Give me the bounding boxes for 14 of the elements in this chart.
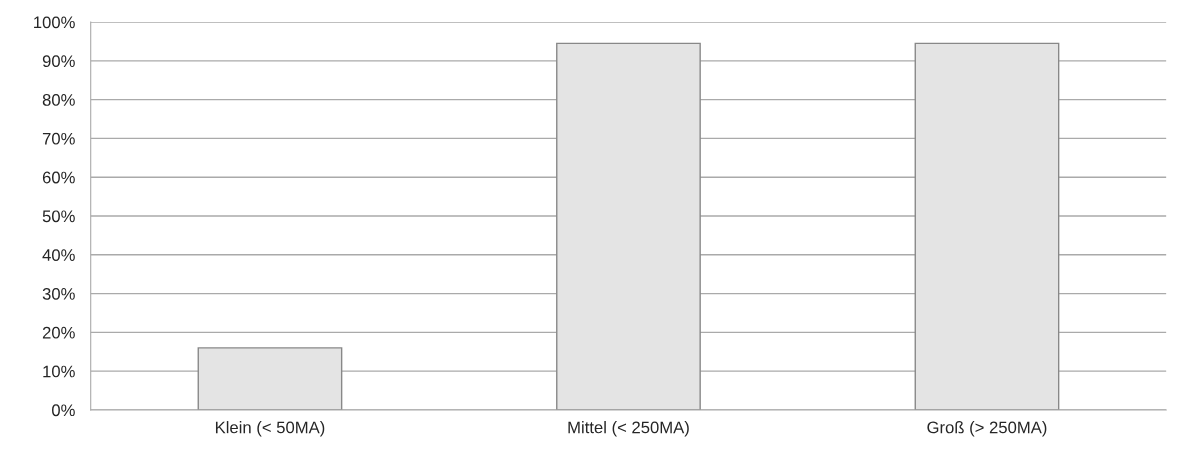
y-tick-label: 70% <box>42 132 75 145</box>
x-tick-label: Mittel (< 250MA) <box>568 421 689 437</box>
y-tick-label: 100% <box>34 16 75 29</box>
y-tick-label: 20% <box>42 326 75 339</box>
y-tick-label: 30% <box>42 287 75 300</box>
y-tick-label: 50% <box>42 210 75 223</box>
y-tick-label: 80% <box>42 94 75 106</box>
y-tick-label: 40% <box>42 249 75 261</box>
x-tick-label: Groß (> 250MA) <box>927 421 1047 437</box>
y-tick-label: 10% <box>43 365 75 378</box>
y-tick-label: 90% <box>42 55 75 68</box>
x-tick-label: Klein (< 50MA) <box>215 421 325 437</box>
y-tick-label: 60% <box>42 171 75 184</box>
y-tick-label: 0% <box>51 404 75 417</box>
